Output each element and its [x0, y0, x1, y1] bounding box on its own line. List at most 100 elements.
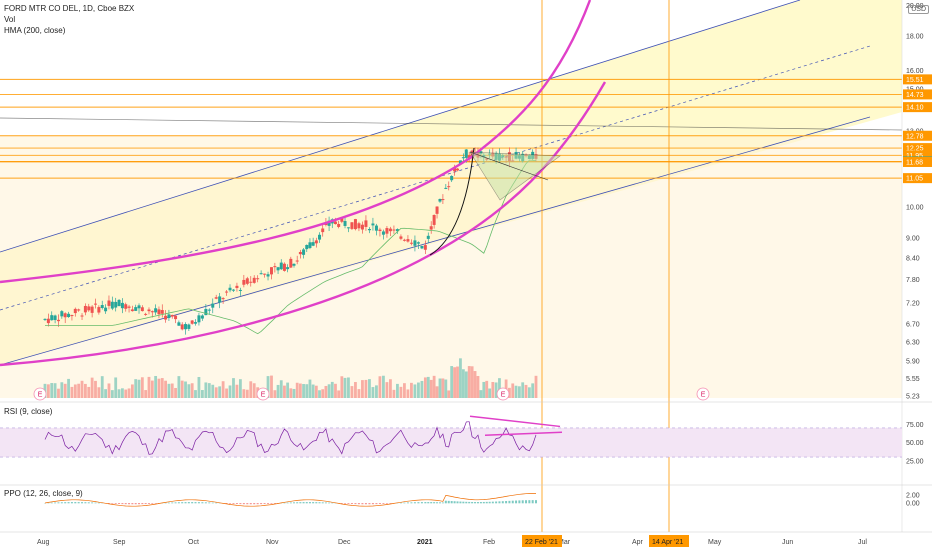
- volume-bar: [354, 382, 357, 398]
- volume-bar: [127, 388, 131, 398]
- ppo-histogram-bar: [204, 502, 207, 504]
- rsi-tick-label: 75.00: [906, 422, 924, 429]
- candle-body: [311, 242, 315, 246]
- candle-body: [279, 262, 283, 270]
- volume-bar: [432, 375, 436, 398]
- rsi-line: [44, 421, 537, 455]
- candle-body: [184, 324, 188, 330]
- ppo-histogram-bar: [235, 503, 238, 505]
- ppo-histogram-bar: [417, 502, 420, 504]
- ppo-histogram-bar: [357, 503, 360, 505]
- candle-body: [150, 311, 154, 313]
- price-level-tag-label: 11.68: [906, 159, 923, 166]
- ppo-histogram-bar: [501, 501, 504, 504]
- candle-body: [140, 307, 144, 312]
- volume-bar: [80, 380, 84, 398]
- volume-bar: [473, 371, 477, 398]
- ppo-histogram-bar: [420, 502, 423, 504]
- volume-bar: [378, 376, 382, 398]
- volume-bar: [180, 380, 184, 398]
- candle-body: [197, 315, 201, 323]
- volume-bar: [305, 384, 309, 398]
- ppo-histogram-bar: [427, 502, 430, 504]
- ppo-histogram-bar: [253, 503, 256, 505]
- time-tick-label: 2021: [417, 539, 433, 546]
- volume-bar: [482, 381, 486, 398]
- resistance-trendline: [0, 117, 903, 131]
- volume-bar: [327, 384, 331, 398]
- candle-body: [289, 258, 293, 268]
- volume-bar: [298, 383, 302, 398]
- volume-bar: [343, 377, 347, 398]
- volume-bar: [221, 381, 225, 398]
- time-tick-label: Feb: [483, 539, 495, 546]
- volume-bar: [94, 380, 97, 398]
- ppo-histogram-bar: [361, 503, 364, 505]
- ppo-histogram-bar: [474, 502, 477, 504]
- volume-bar: [53, 383, 57, 398]
- candle-body: [252, 277, 256, 283]
- currency-label: USD: [908, 5, 929, 14]
- volume-bar: [63, 383, 67, 398]
- ppo-histogram-bar: [531, 500, 534, 504]
- ppo-histogram-bar: [141, 503, 144, 505]
- price-tick-label: 7.20: [906, 300, 920, 307]
- candle-body: [343, 221, 347, 226]
- ppo-histogram-bar: [433, 502, 436, 504]
- ppo-histogram-bar: [459, 501, 462, 504]
- rsi-band: [0, 427, 902, 458]
- candle-body: [269, 267, 273, 275]
- ppo-histogram-bar: [171, 502, 174, 504]
- volume-bar: [410, 382, 413, 398]
- ppo-histogram-bar: [308, 502, 311, 504]
- ppo-histogram-bar: [321, 502, 324, 504]
- ppo-histogram-bar: [267, 503, 270, 504]
- ppo-histogram-bar: [382, 503, 385, 504]
- candle-body: [97, 307, 101, 313]
- volume-bar: [252, 383, 256, 398]
- ppo-histogram-bar: [508, 500, 511, 504]
- price-tick-label: 5.90: [906, 358, 920, 365]
- ppo-histogram-bar: [456, 501, 459, 504]
- candle-body: [302, 249, 306, 255]
- volume-bar: [371, 387, 375, 398]
- earnings-marker-label: E: [261, 392, 266, 399]
- candle-body: [144, 313, 148, 315]
- volume-bar: [200, 390, 204, 398]
- candle-body: [282, 263, 286, 271]
- ppo-histogram-bar: [525, 500, 528, 504]
- volume-bar: [87, 386, 91, 398]
- candle-body: [374, 225, 378, 231]
- earnings-marker: [696, 387, 710, 401]
- candle-body: [167, 314, 171, 319]
- volume-bar: [184, 381, 187, 398]
- time-tick-label: Jun: [782, 539, 793, 546]
- volume-bar: [114, 377, 118, 398]
- price-tick-label: 6.70: [906, 321, 920, 328]
- volume-bar: [144, 390, 148, 398]
- candle-body: [107, 300, 111, 306]
- ppo-histogram-bar: [476, 502, 479, 504]
- price-level-tag-label: 14.73: [906, 92, 924, 99]
- ppo-histogram-bar: [94, 502, 97, 504]
- volume-bar: [147, 376, 151, 398]
- candle-body: [333, 221, 337, 225]
- candle-body: [399, 236, 403, 239]
- volume-bar: [214, 387, 218, 398]
- volume-bar: [117, 389, 121, 398]
- candle-body: [77, 309, 81, 311]
- candle-body: [292, 263, 296, 266]
- date-marker-tag: [522, 535, 562, 547]
- date-marker-tag-label: 22 Feb '21: [525, 539, 558, 546]
- volume-bar: [470, 366, 474, 398]
- volume-bar: [77, 383, 81, 398]
- ppo-histogram-bar: [471, 501, 474, 504]
- volume-bar: [479, 390, 483, 398]
- candle-body: [423, 245, 427, 250]
- volume-bar: [399, 386, 403, 398]
- ppo-histogram-bar: [242, 503, 245, 505]
- ppo-histogram-bar: [81, 502, 84, 504]
- ppo-histogram-bar: [371, 503, 374, 505]
- volume-bar: [137, 379, 141, 398]
- ppo-histogram-bar: [438, 502, 441, 504]
